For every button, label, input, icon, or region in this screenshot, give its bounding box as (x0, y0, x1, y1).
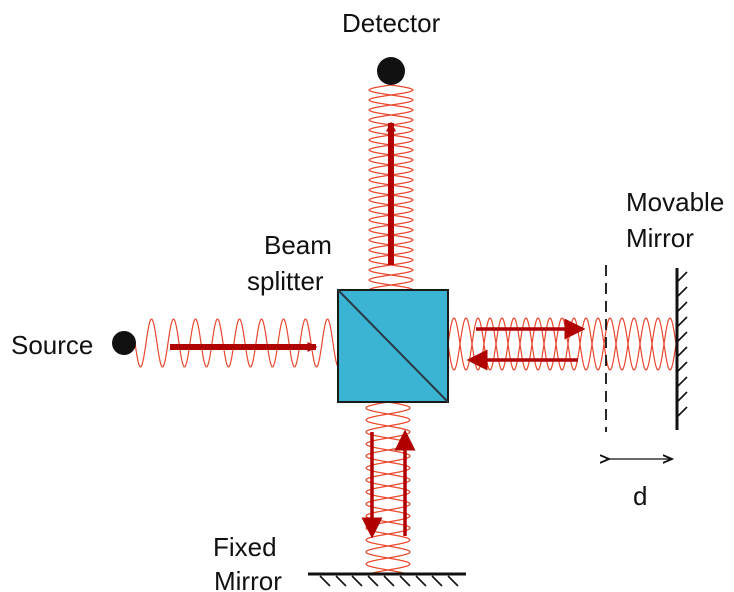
fixed-mirror-hatch (431, 575, 443, 587)
movable-mirror-hatch (676, 286, 688, 298)
fixed-mirror-hatch (447, 575, 459, 587)
movable-mirror-hatch (676, 346, 688, 358)
fixed-mirror-label-line1: Fixed (213, 532, 277, 562)
beam-splitter-label-line2: splitter (247, 266, 324, 296)
movable-mirror-label-line2: Mirror (626, 223, 694, 253)
movable-mirror-hatch (676, 316, 688, 328)
fixed-mirror-hatch (399, 575, 411, 587)
detector-wave (368, 84, 414, 291)
fixed-mirror-hatch (351, 575, 363, 587)
movable-mirror-hatch (676, 301, 688, 313)
fixed-mirror-hatch (383, 575, 395, 587)
movable-mirror-hatch (676, 406, 688, 418)
fixed-mirror-hatch (367, 575, 379, 587)
movable-mirror-hatch (676, 361, 688, 373)
source-point (112, 331, 136, 355)
detector-point (377, 57, 405, 85)
fixed-mirror-hatch (415, 575, 427, 587)
beam-arrows (170, 121, 586, 539)
movable-mirror-hatch (676, 376, 688, 388)
fixed-mirror-hatch (319, 575, 331, 587)
fixed-mirror-hatch (335, 575, 347, 587)
movable-mirror-hatch (676, 271, 688, 283)
detector-label: Detector (342, 8, 441, 38)
movable-mirror (675, 268, 688, 430)
beam-splitter (337, 289, 449, 403)
beam-splitter-diagonal (337, 289, 449, 403)
source-wave (134, 318, 339, 368)
fixed-mirror (308, 572, 466, 587)
movable-arm-wave (447, 317, 678, 371)
fixed-mirror-label-line2: Mirror (214, 566, 282, 592)
source-label: Source (11, 330, 93, 360)
displacement-label: d (633, 481, 647, 511)
beam-splitter-label-line1: Beam (264, 230, 332, 260)
movable-mirror-label-line1: Movable (626, 187, 724, 217)
movable-mirror-hatch (676, 391, 688, 403)
movable-mirror-hatch (676, 331, 688, 343)
